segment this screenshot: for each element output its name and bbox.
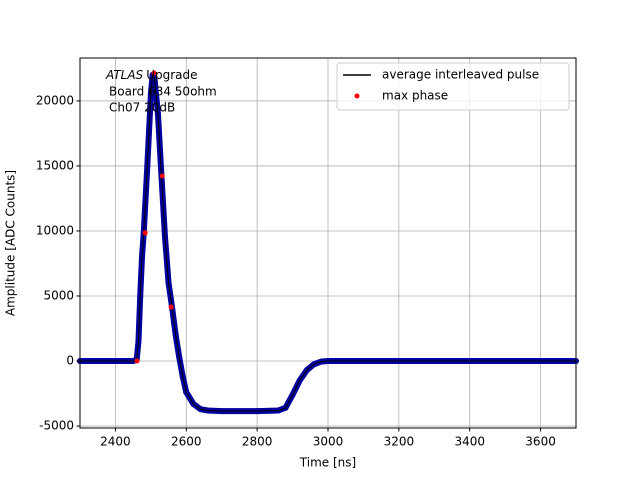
x-tick-label: 3000 [313, 435, 344, 449]
x-tick-label: 3200 [384, 435, 415, 449]
max-phase-point [142, 230, 148, 236]
x-tick-label: 3600 [525, 435, 556, 449]
ticks: 2400 2600 2800 3000 3200 3400 3600 -5000 0 5000 10… [36, 93, 556, 448]
max-phase-point [151, 70, 157, 76]
x-tick-label: 2600 [171, 435, 202, 449]
x-tick-label: 3400 [454, 435, 485, 449]
annotation: ATLAS Upgrade [105, 68, 198, 82]
y-axis-label: Amplitude [ADC Counts] [4, 170, 18, 316]
annotation-line: Board 634 50ohm [109, 85, 217, 99]
max-phase-point [159, 173, 165, 179]
pulse-line [80, 73, 576, 412]
y-tick-label: 20000 [36, 93, 74, 107]
legend-label: average interleaved pulse [382, 68, 539, 82]
plot-area [77, 70, 579, 415]
x-tick-label: 2400 [100, 435, 131, 449]
grid [80, 58, 576, 428]
max-phase-point [134, 358, 140, 364]
y-tick-label: 10000 [36, 223, 74, 237]
max-phase-point [168, 304, 174, 310]
x-tick-label: 2800 [242, 435, 273, 449]
y-tick-label: 15000 [36, 158, 74, 172]
x-axis-label: Time [ns] [299, 456, 356, 470]
legend-marker [354, 93, 360, 99]
legend-box [336, 62, 570, 111]
annotation-experiment: ATLAS [105, 68, 144, 82]
y-tick-label: 5000 [43, 288, 74, 302]
annotation-line: Ch07 20dB [109, 101, 175, 115]
y-tick-label: -5000 [39, 419, 74, 433]
annotation-line: Upgrade [146, 68, 197, 82]
legend-label: max phase [382, 89, 448, 103]
y-tick-label: 0 [66, 354, 74, 368]
legend: average interleaved pulse max phase [336, 62, 570, 111]
